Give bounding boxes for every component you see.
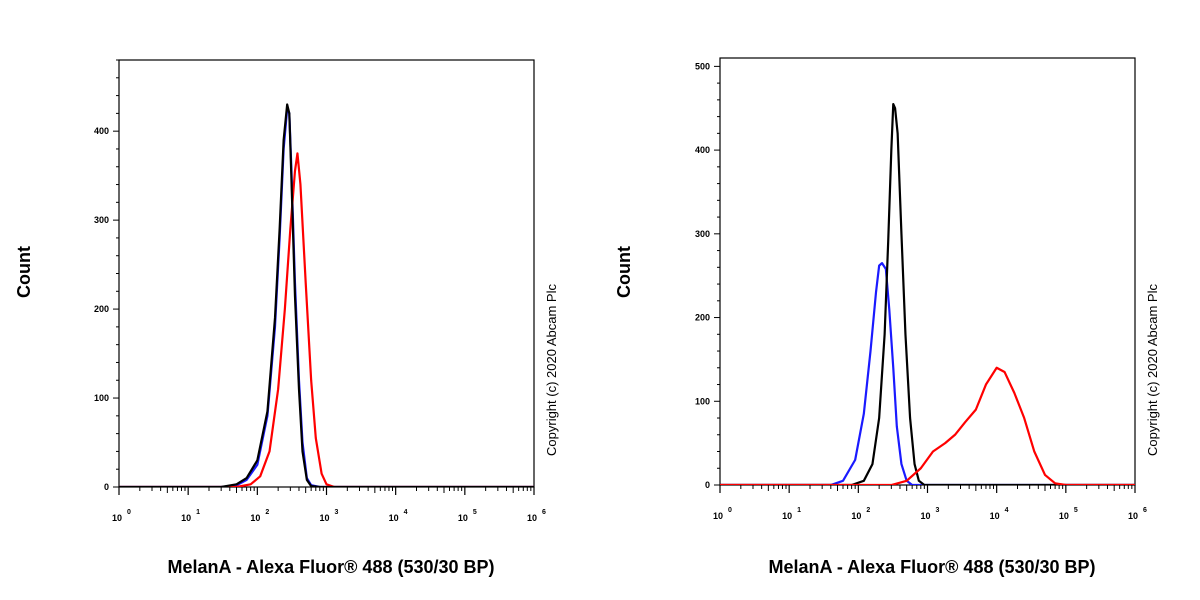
y-tick-label: 100 xyxy=(94,393,109,403)
x-tick-label-exponent: 6 xyxy=(542,509,546,516)
x-axis-label: MelanA - Alexa Fluor® 488 (530/30 BP) xyxy=(167,557,494,577)
x-tick-label-exponent: 3 xyxy=(936,507,940,514)
x-axis-label: MelanA - Alexa Fluor® 488 (530/30 BP) xyxy=(768,557,1095,577)
y-axis-label: Count xyxy=(14,246,34,298)
copyright-text: Copyright (c) 2020 Abcam Plc xyxy=(1145,284,1160,456)
y-tick-label: 0 xyxy=(705,480,710,490)
x-tick-label: 10 xyxy=(990,511,1000,521)
chart-panel-2: 0100200300400500100101102103104105106Mel… xyxy=(614,57,1160,577)
x-tick-label: 10 xyxy=(389,513,399,523)
x-tick-label-exponent: 1 xyxy=(196,509,200,516)
y-tick-label: 400 xyxy=(94,126,109,136)
histogram-series-3 xyxy=(119,103,534,487)
x-tick-label-exponent: 2 xyxy=(265,509,269,516)
y-tick-label: 300 xyxy=(94,215,109,225)
histogram-series-2 xyxy=(720,102,1135,485)
x-tick-label-exponent: 2 xyxy=(866,507,870,514)
x-tick-label-exponent: 4 xyxy=(404,509,408,516)
x-tick-label: 10 xyxy=(319,513,329,523)
x-tick-label: 10 xyxy=(920,511,930,521)
plot-frame xyxy=(719,57,1136,486)
x-tick-label-exponent: 5 xyxy=(1074,507,1078,514)
y-tick-label: 500 xyxy=(695,61,710,71)
x-tick-label: 10 xyxy=(782,511,792,521)
x-tick-label: 10 xyxy=(527,513,537,523)
x-tick-label: 10 xyxy=(851,511,861,521)
x-tick-label: 10 xyxy=(713,511,723,521)
x-tick-label-exponent: 1 xyxy=(797,507,801,514)
x-tick-label: 10 xyxy=(112,513,122,523)
x-tick-label: 10 xyxy=(250,513,260,523)
y-tick-label: 400 xyxy=(695,145,710,155)
chart-panel-1: 0100200300400100101102103104105106MelanA… xyxy=(14,59,559,577)
x-tick-label-exponent: 0 xyxy=(728,507,732,514)
histogram-series-2 xyxy=(119,152,534,487)
x-tick-label: 10 xyxy=(458,513,468,523)
x-tick-label-exponent: 3 xyxy=(335,509,339,516)
y-tick-label: 100 xyxy=(695,396,710,406)
x-tick-label: 10 xyxy=(1128,511,1138,521)
x-tick-label-exponent: 6 xyxy=(1143,507,1147,514)
y-tick-label: 200 xyxy=(695,313,710,323)
x-tick-label: 10 xyxy=(181,513,191,523)
y-tick-label: 300 xyxy=(695,229,710,239)
histogram-series-3 xyxy=(720,366,1135,485)
x-tick-label-exponent: 0 xyxy=(127,509,131,516)
x-tick-label-exponent: 5 xyxy=(473,509,477,516)
y-tick-label: 200 xyxy=(94,304,109,314)
x-tick-label: 10 xyxy=(1059,511,1069,521)
histogram-series-1 xyxy=(720,262,1135,485)
plot-frame xyxy=(118,59,535,488)
y-axis-label: Count xyxy=(614,246,634,298)
x-tick-label-exponent: 4 xyxy=(1005,507,1009,514)
copyright-text: Copyright (c) 2020 Abcam Plc xyxy=(544,284,559,456)
y-tick-label: 0 xyxy=(104,482,109,492)
histogram-series-1 xyxy=(119,107,534,487)
